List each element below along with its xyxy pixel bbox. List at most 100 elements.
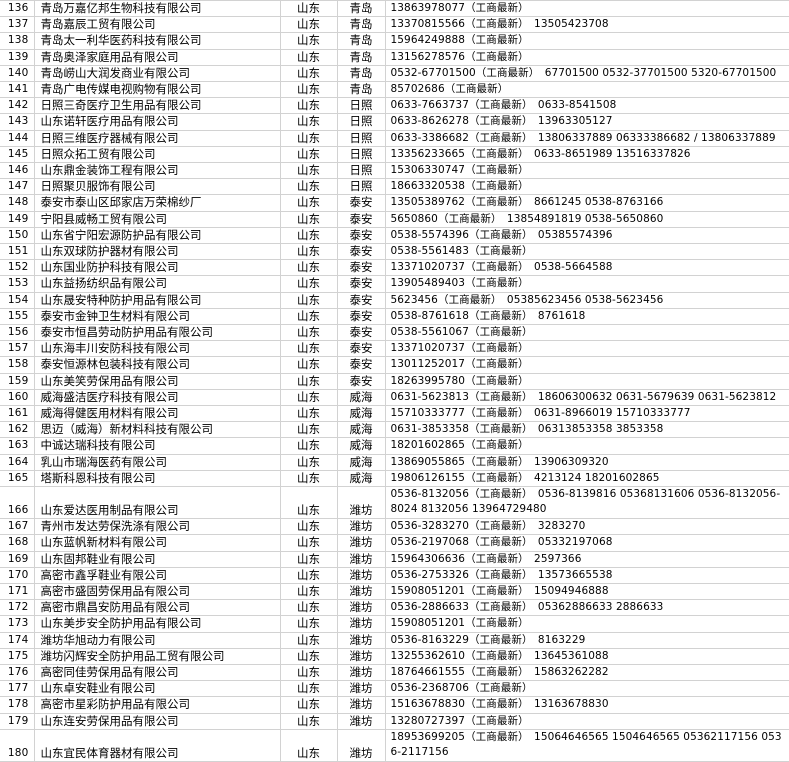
province-cell[interactable]: 山东 bbox=[280, 178, 338, 196]
table-row[interactable]: 140 青岛崂山大润发商业有限公司 山东 青岛 0532-67701500（工商最新） … bbox=[0, 65, 789, 83]
city-cell[interactable]: 威海 bbox=[337, 454, 386, 471]
company-name-cell[interactable]: 青岛崂山大润发商业有限公司 bbox=[34, 65, 281, 83]
province-cell[interactable]: 山东 bbox=[280, 729, 338, 762]
table-row[interactable]: 173 山东美步安全防护用品有限公司 山东 潍坊 15908051201（工商最新） bbox=[0, 615, 789, 633]
company-name-cell[interactable]: 日照众拓工贸有限公司 bbox=[34, 146, 281, 164]
company-name-cell[interactable]: 山东固邦鞋业有限公司 bbox=[34, 551, 281, 568]
table-row[interactable]: 158 泰安恒源林包装科技有限公司 山东 泰安 13011252017（工商最新） bbox=[0, 356, 789, 374]
province-cell[interactable]: 山东 bbox=[280, 648, 338, 665]
contact-phone-cell[interactable]: 5650860（工商最新） 13854891819 0538-5650860 bbox=[385, 211, 789, 228]
contact-phone-cell[interactable]: 0532-67701500（工商最新） 67701500 0532-377015… bbox=[385, 65, 789, 83]
contact-phone-cell[interactable]: 13156278576（工商最新） bbox=[385, 49, 789, 66]
row-index-cell[interactable]: 175 bbox=[0, 648, 35, 665]
province-cell[interactable]: 山东 bbox=[280, 405, 338, 423]
province-cell[interactable]: 山东 bbox=[280, 146, 338, 164]
company-name-cell[interactable]: 山东蓝帆新材料有限公司 bbox=[34, 534, 281, 552]
row-index-cell[interactable]: 169 bbox=[0, 551, 35, 568]
row-index-cell[interactable]: 178 bbox=[0, 696, 35, 714]
province-cell[interactable]: 山东 bbox=[280, 583, 338, 601]
contact-phone-cell[interactable]: 13255362610（工商最新） 13645361088 bbox=[385, 648, 789, 665]
row-index-cell[interactable]: 174 bbox=[0, 632, 35, 649]
row-index-cell[interactable]: 164 bbox=[0, 454, 35, 471]
city-cell[interactable]: 威海 bbox=[337, 405, 386, 423]
row-index-cell[interactable]: 152 bbox=[0, 259, 35, 277]
row-index-cell[interactable]: 165 bbox=[0, 470, 35, 488]
row-index-cell[interactable]: 151 bbox=[0, 243, 35, 261]
province-cell[interactable]: 山东 bbox=[280, 713, 338, 730]
contact-phone-cell[interactable]: 13280727397（工商最新） bbox=[385, 713, 789, 730]
province-cell[interactable]: 山东 bbox=[280, 567, 338, 584]
city-cell[interactable]: 青岛 bbox=[337, 32, 386, 50]
city-cell[interactable]: 泰安 bbox=[337, 227, 386, 245]
province-cell[interactable]: 山东 bbox=[280, 551, 338, 568]
contact-phone-cell[interactable]: 0538-5561483（工商最新） bbox=[385, 243, 789, 261]
row-index-cell[interactable]: 166 bbox=[0, 486, 35, 520]
province-cell[interactable]: 山东 bbox=[280, 16, 338, 34]
row-index-cell[interactable]: 156 bbox=[0, 324, 35, 342]
city-cell[interactable]: 泰安 bbox=[337, 275, 386, 293]
province-cell[interactable]: 山东 bbox=[280, 340, 338, 358]
city-cell[interactable]: 泰安 bbox=[337, 243, 386, 261]
company-name-cell[interactable]: 山东卓安鞋业有限公司 bbox=[34, 680, 281, 698]
province-cell[interactable]: 山东 bbox=[280, 227, 338, 245]
row-index-cell[interactable]: 180 bbox=[0, 729, 35, 762]
province-cell[interactable]: 山东 bbox=[280, 49, 338, 66]
company-name-cell[interactable]: 山东省宁阳宏源防护品有限公司 bbox=[34, 227, 281, 245]
table-row[interactable]: 145 日照众拓工贸有限公司 山东 日照 13356233665（工商最新） 0633-… bbox=[0, 146, 789, 164]
company-name-cell[interactable]: 山东美步安全防护用品有限公司 bbox=[34, 615, 281, 633]
city-cell[interactable]: 青岛 bbox=[337, 65, 386, 83]
contact-phone-cell[interactable]: 18201602865（工商最新） bbox=[385, 437, 789, 455]
table-row[interactable]: 142 日照三奇医疗卫生用品有限公司 山东 日照 0633-7663737（工商最新） … bbox=[0, 97, 789, 115]
contact-phone-cell[interactable]: 18263995780（工商最新） bbox=[385, 373, 789, 390]
contact-phone-cell[interactable]: 0633-3386682（工商最新） 13806337889 063333866… bbox=[385, 130, 789, 147]
city-cell[interactable]: 潍坊 bbox=[337, 599, 386, 617]
city-cell[interactable]: 威海 bbox=[337, 437, 386, 455]
table-row[interactable]: 168 山东蓝帆新材料有限公司 山东 潍坊 0536-2197068（工商最新） 053… bbox=[0, 534, 789, 552]
city-cell[interactable]: 潍坊 bbox=[337, 696, 386, 714]
city-cell[interactable]: 泰安 bbox=[337, 356, 386, 374]
row-index-cell[interactable]: 176 bbox=[0, 664, 35, 682]
province-cell[interactable]: 山东 bbox=[280, 518, 338, 536]
company-name-cell[interactable]: 山东海丰川安防科技有限公司 bbox=[34, 340, 281, 358]
contact-phone-cell[interactable]: 15163678830（工商最新） 13163678830 bbox=[385, 696, 789, 714]
company-name-cell[interactable]: 泰安恒源林包装科技有限公司 bbox=[34, 356, 281, 374]
city-cell[interactable]: 潍坊 bbox=[337, 486, 386, 520]
company-name-cell[interactable]: 日照三奇医疗卫生用品有限公司 bbox=[34, 97, 281, 115]
province-cell[interactable]: 山东 bbox=[280, 470, 338, 488]
city-cell[interactable]: 日照 bbox=[337, 113, 386, 131]
table-row[interactable]: 179 山东连安劳保用品有限公司 山东 潍坊 13280727397（工商最新） bbox=[0, 713, 789, 730]
company-name-cell[interactable]: 泰安市金钟卫生材料有限公司 bbox=[34, 308, 281, 326]
row-index-cell[interactable]: 158 bbox=[0, 356, 35, 374]
table-row[interactable]: 175 潍坊闪辉安全防护用品工贸有限公司 山东 潍坊 13255362610（工商最新）… bbox=[0, 648, 789, 665]
province-cell[interactable]: 山东 bbox=[280, 454, 338, 471]
company-name-cell[interactable]: 乳山市瑞海医药有限公司 bbox=[34, 454, 281, 471]
contact-phone-cell[interactable]: 13905489403（工商最新） bbox=[385, 275, 789, 293]
table-row[interactable]: 139 青岛奥泽家庭用品有限公司 山东 青岛 13156278576（工商最新） bbox=[0, 49, 789, 66]
table-row[interactable]: 157 山东海丰川安防科技有限公司 山东 泰安 13371020737（工商最新） bbox=[0, 340, 789, 358]
table-row[interactable]: 149 宁阳县威畅工贸有限公司 山东 泰安 5650860（工商最新） 13854891… bbox=[0, 211, 789, 228]
row-index-cell[interactable]: 173 bbox=[0, 615, 35, 633]
province-cell[interactable]: 山东 bbox=[280, 389, 338, 407]
company-name-cell[interactable]: 高密市盛固劳保用品有限公司 bbox=[34, 583, 281, 601]
contact-phone-cell[interactable]: 13869055865（工商最新） 13906309320 bbox=[385, 454, 789, 471]
contact-phone-cell[interactable]: 85702686（工商最新） bbox=[385, 81, 789, 99]
company-name-cell[interactable]: 威海得健医用材料有限公司 bbox=[34, 405, 281, 423]
contact-phone-cell[interactable]: 0536-3283270（工商最新） 3283270 bbox=[385, 518, 789, 536]
contact-phone-cell[interactable]: 13371020737（工商最新） 0538-5664588 bbox=[385, 259, 789, 277]
table-row[interactable]: 171 高密市盛固劳保用品有限公司 山东 潍坊 15908051201（工商最新） 15… bbox=[0, 583, 789, 601]
city-cell[interactable]: 青岛 bbox=[337, 0, 386, 18]
city-cell[interactable]: 日照 bbox=[337, 178, 386, 196]
contact-phone-cell[interactable]: 0631-5623813（工商最新） 18606300632 0631-5679… bbox=[385, 389, 789, 407]
contact-phone-cell[interactable]: 15710333777（工商最新） 0631-8966019 157103337… bbox=[385, 405, 789, 423]
table-row[interactable]: 147 日照聚贝服饰有限公司 山东 日照 18663320538（工商最新） bbox=[0, 178, 789, 196]
contact-phone-cell[interactable]: 19806126155（工商最新） 4213124 18201602865 bbox=[385, 470, 789, 488]
table-row[interactable]: 170 高密市鑫孚鞋业有限公司 山东 潍坊 0536-2753326（工商最新） 135… bbox=[0, 567, 789, 584]
city-cell[interactable]: 潍坊 bbox=[337, 534, 386, 552]
province-cell[interactable]: 山东 bbox=[280, 599, 338, 617]
city-cell[interactable]: 日照 bbox=[337, 162, 386, 180]
company-name-cell[interactable]: 日照聚贝服饰有限公司 bbox=[34, 178, 281, 196]
row-index-cell[interactable]: 149 bbox=[0, 211, 35, 228]
city-cell[interactable]: 潍坊 bbox=[337, 518, 386, 536]
contact-phone-cell[interactable]: 13370815566（工商最新） 13505423708 bbox=[385, 16, 789, 34]
